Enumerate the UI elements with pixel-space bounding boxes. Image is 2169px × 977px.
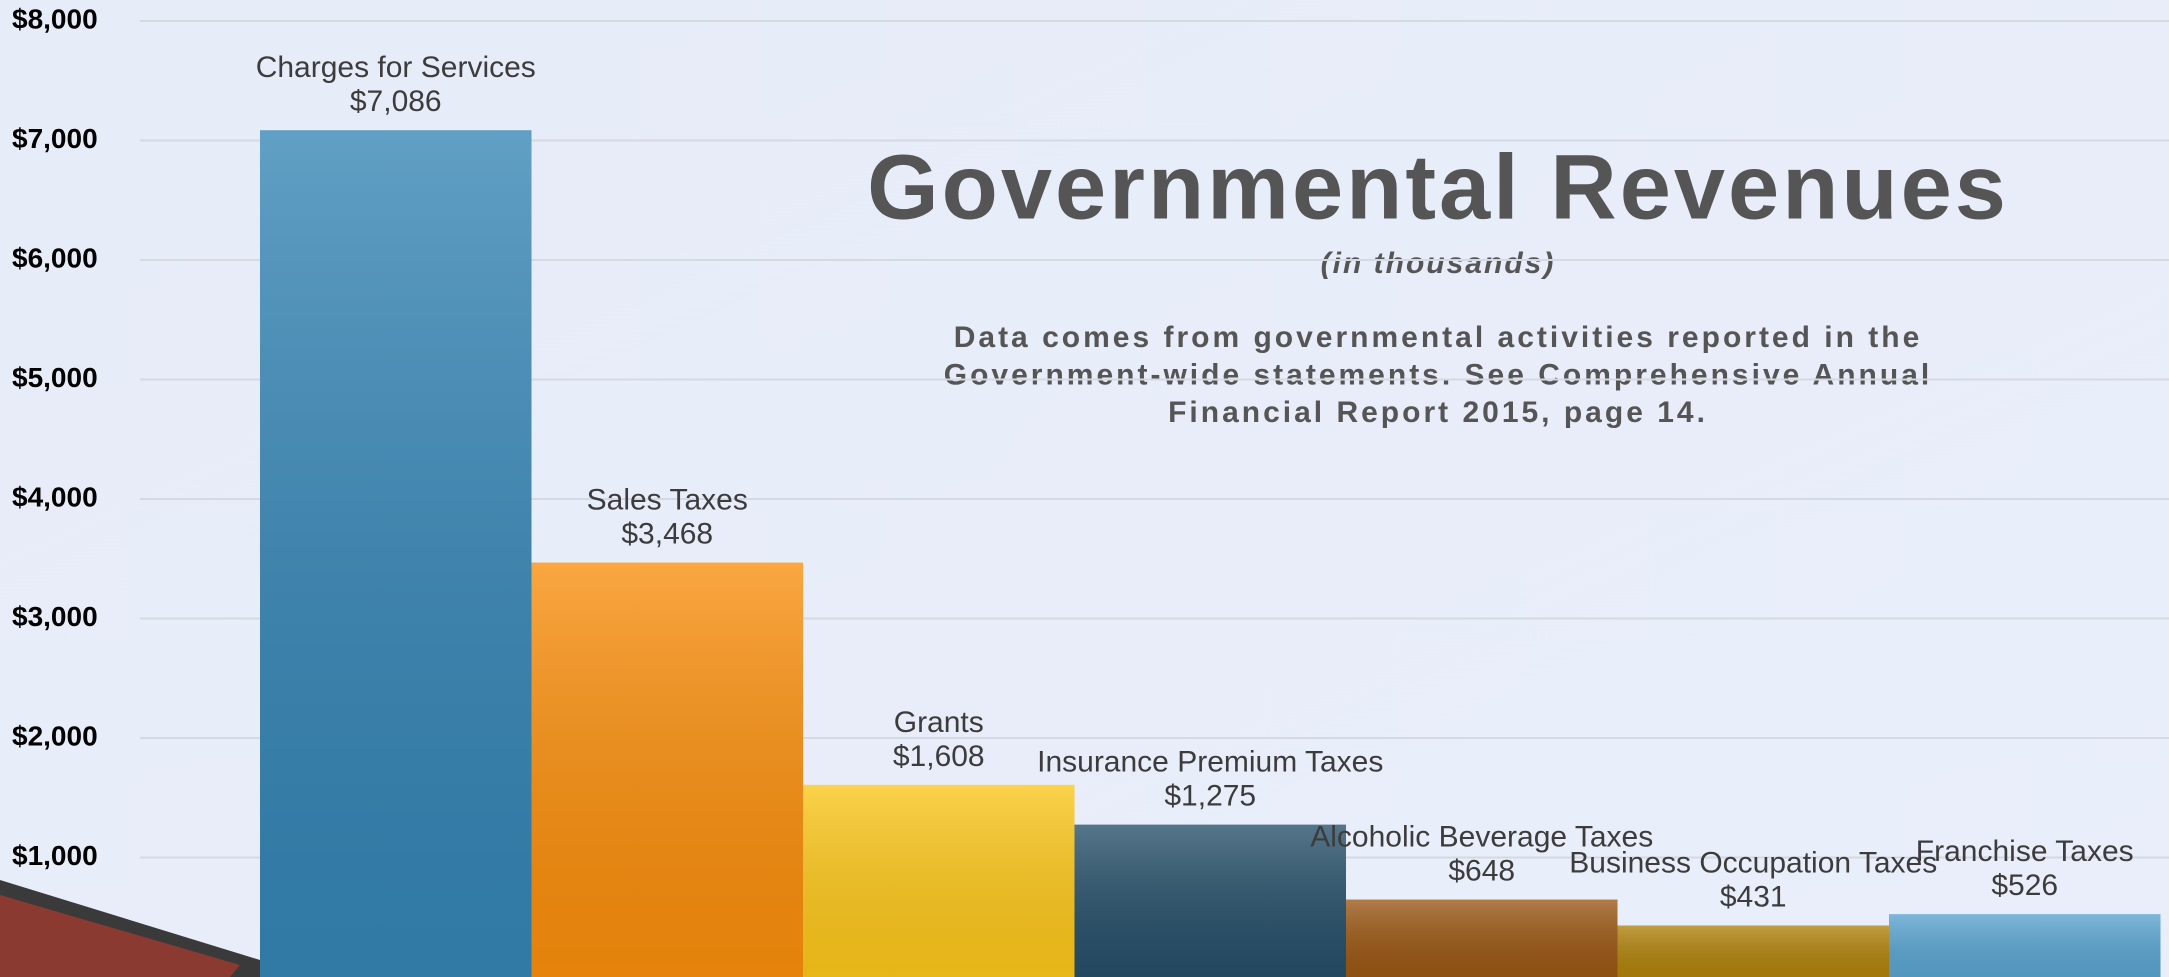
bar-shine [803,784,1075,977]
value-label: $3,468 [621,517,713,550]
category-label: Grants [894,706,984,739]
bar-shine [1346,899,1618,977]
value-label: $431 [1720,880,1787,913]
bar-shine [531,562,803,977]
y-tick-label: $2,000 [12,720,98,751]
chart-title: Governmental Revenues [867,136,2009,238]
bar-shine [1074,824,1346,977]
value-label: $526 [1991,869,2058,902]
chart-subtitle: (in thousands) [1321,247,1556,280]
bar-shine [1617,925,1889,977]
bar-shine [1889,914,2161,977]
category-label: Alcoholic Beverage Taxes [1310,820,1653,853]
category-label: Charges for Services [256,51,536,84]
category-label: Insurance Premium Taxes [1037,746,1383,779]
y-tick-label: $3,000 [12,601,98,632]
note-line: Data comes from governmental activities … [954,321,1923,354]
note-line: Government-wide statements. See Comprehe… [944,358,1932,391]
y-tick-label: $1,000 [12,840,98,871]
y-tick-label: $6,000 [12,242,98,273]
category-label: Sales Taxes [587,483,748,516]
y-tick-label: $7,000 [12,123,98,154]
category-label: Franchise Taxes [1916,835,2134,868]
y-tick-label: $5,000 [12,362,98,393]
value-label: $7,086 [350,85,442,118]
y-tick-label: $4,000 [12,481,98,512]
value-label: $1,608 [893,740,985,773]
value-label: $1,275 [1164,780,1256,813]
value-label: $648 [1448,854,1515,887]
y-tick-label: $8,000 [12,3,98,34]
bar-shine [260,130,532,977]
note-line: Financial Report 2015, page 14. [1168,396,1708,429]
category-label: Business Occupation Taxes [1569,846,1937,879]
film-strip-decoration [0,880,260,977]
